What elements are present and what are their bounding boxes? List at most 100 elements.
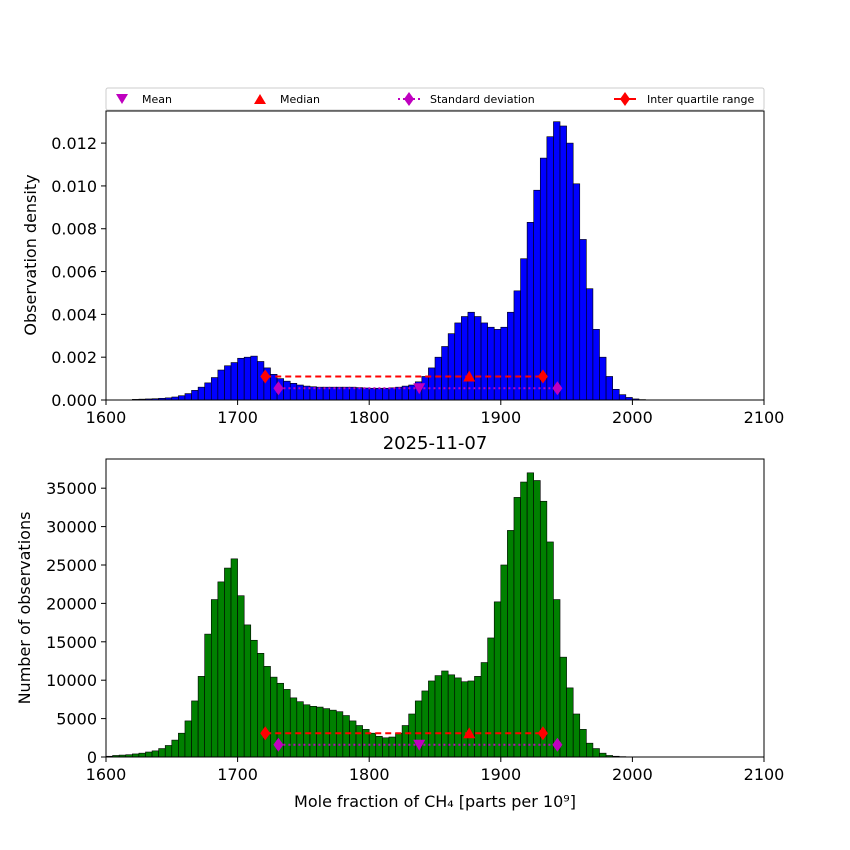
y-tick-label: 25000 <box>46 556 97 575</box>
iqr-low-marker <box>260 726 271 741</box>
histogram-bar <box>586 288 594 401</box>
top-y-ticks: 0.000 0.002 0.004 0.006 0.008 0.010 0.012 <box>51 134 106 410</box>
histogram-bar <box>151 750 159 758</box>
bottom-y-axis-label: Number of observations <box>15 512 34 705</box>
histogram-bar <box>243 356 252 401</box>
bottom-y-ticks: 0 5000 10000 15000 20000 25000 30000 35000 <box>46 479 106 767</box>
legend-mean-marker <box>116 94 128 104</box>
top-bars <box>132 121 646 401</box>
histogram-bar <box>197 676 205 758</box>
bottom-panel-title: 2025-11-07 <box>383 433 488 454</box>
histogram-bar <box>191 390 199 401</box>
y-tick-label: 30000 <box>46 518 97 537</box>
iqr-high-marker <box>537 726 548 741</box>
bottom-bars <box>105 472 627 758</box>
histogram-bar <box>355 387 363 401</box>
y-tick-label: 0.002 <box>51 348 97 367</box>
histogram-bar <box>224 567 232 758</box>
median-marker <box>463 727 476 739</box>
x-tick-label: 1900 <box>480 408 521 427</box>
histogram-bar <box>408 713 416 758</box>
y-tick-label: 0 <box>87 748 97 767</box>
top-plot-frame <box>105 110 765 401</box>
histogram-bar <box>309 386 317 401</box>
histogram-bar <box>197 386 205 401</box>
x-tick-label: 1700 <box>217 408 258 427</box>
y-tick-label: 0.006 <box>51 263 97 282</box>
histogram-bar <box>289 383 298 401</box>
histogram-bar <box>566 142 574 401</box>
histogram-bar <box>368 387 377 401</box>
histogram-bar <box>349 720 357 758</box>
histogram-bar <box>599 752 607 758</box>
y-tick-label: 0.012 <box>51 134 97 153</box>
histogram-bar <box>362 387 370 401</box>
top-y-axis-label: Observation density <box>21 174 40 335</box>
histogram-bar <box>257 361 265 401</box>
histogram-bar <box>421 690 429 758</box>
mean-marker <box>413 739 426 751</box>
histogram-bar <box>546 541 554 758</box>
histogram-bar <box>250 639 258 758</box>
y-tick-label: 0.008 <box>51 220 97 239</box>
median-marker <box>463 370 476 382</box>
y-tick-label: 15000 <box>46 633 97 652</box>
histogram-bar <box>447 333 456 401</box>
histogram-bar <box>164 745 173 758</box>
histogram-bar <box>579 239 587 401</box>
histogram-bar <box>401 725 409 758</box>
std-high-marker <box>552 381 563 396</box>
histogram-bar <box>434 675 442 758</box>
bottom-plot-frame <box>105 458 765 758</box>
bottom-x-axis-label: Mole fraction of CH₄ [parts per 10⁹] <box>294 792 576 811</box>
y-tick-label: 35000 <box>46 479 97 498</box>
histogram-bar <box>210 599 219 758</box>
histogram-bar <box>533 480 541 758</box>
histogram-bar <box>586 742 594 758</box>
x-tick-label: 1700 <box>217 765 258 784</box>
histogram-bar <box>375 735 383 758</box>
histogram-bar <box>513 290 521 401</box>
histogram-bar <box>283 380 291 401</box>
legend-mean-label: Mean <box>142 93 172 106</box>
histogram-bar <box>553 599 561 758</box>
histogram-bar <box>296 701 304 758</box>
legend-median-label: Median <box>280 93 320 106</box>
histogram-bar <box>184 720 192 758</box>
histogram-bar <box>224 365 232 401</box>
histogram-bar <box>342 715 350 758</box>
histogram-bar <box>572 713 581 758</box>
histogram-bar <box>237 357 245 401</box>
histogram-bar <box>237 595 245 758</box>
histogram-bar <box>513 497 521 758</box>
std-low-marker <box>273 737 284 752</box>
legend-iqr-marker <box>620 92 630 106</box>
y-tick-label: 0.010 <box>51 177 97 196</box>
histogram-bar <box>243 624 252 758</box>
y-tick-label: 0.004 <box>51 305 97 324</box>
histogram-bar <box>204 633 212 758</box>
histogram-bar <box>184 393 192 401</box>
histogram-bar <box>526 222 534 401</box>
y-tick-label: 10000 <box>46 671 97 690</box>
legend: Mean Median Standard deviation Inter qua… <box>105 87 765 111</box>
histogram-bar <box>592 748 600 758</box>
histogram-bar <box>171 739 179 758</box>
histogram-bar <box>599 356 607 401</box>
histogram-bar <box>434 356 442 401</box>
histogram-bar <box>559 656 567 758</box>
histogram-bar <box>316 706 324 758</box>
histogram-bar <box>217 581 225 758</box>
legend-frame <box>105 87 765 111</box>
histogram-bar <box>592 329 600 401</box>
histogram-bar <box>335 711 344 758</box>
histogram-bar <box>526 472 534 758</box>
bottom-stats-overlay <box>260 726 563 752</box>
histogram-bar <box>500 564 508 758</box>
histogram-bar <box>441 346 449 401</box>
histogram-bar <box>230 558 238 758</box>
histogram-bar <box>178 395 186 401</box>
histogram-bar <box>553 121 561 401</box>
y-tick-label: 0.000 <box>51 391 97 410</box>
